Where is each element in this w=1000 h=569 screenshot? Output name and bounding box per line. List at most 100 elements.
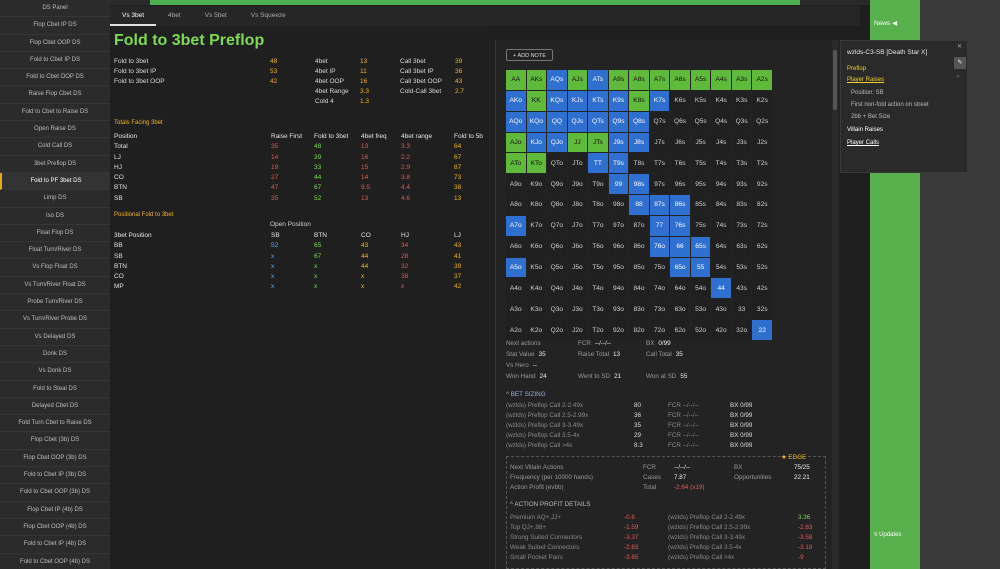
range-cell[interactable]: 88: [629, 195, 649, 215]
range-cell[interactable]: J4s: [711, 132, 731, 153]
range-cell[interactable]: T4s: [711, 153, 731, 174]
range-cell[interactable]: 87s: [649, 195, 670, 215]
range-cell[interactable]: 86s: [670, 195, 690, 215]
range-cell[interactable]: K7s: [649, 90, 670, 111]
range-cell[interactable]: 77: [649, 215, 670, 236]
range-cell[interactable]: 83o: [629, 299, 649, 320]
table-row[interactable]: Total 35 48 13 3.3 64: [114, 142, 494, 152]
range-cell[interactable]: T4o: [588, 278, 608, 299]
range-cell[interactable]: Q2o: [547, 320, 567, 340]
collapse-icon[interactable]: ‹: [957, 74, 959, 80]
sidebar-item[interactable]: Vs Delayed DS: [0, 329, 110, 346]
range-cell[interactable]: T9o: [588, 174, 608, 195]
range-cell[interactable]: A2s: [752, 70, 772, 90]
range-cell[interactable]: 85s: [690, 195, 711, 215]
range-cell[interactable]: A6s: [670, 70, 690, 90]
range-cell[interactable]: AKo: [506, 90, 526, 111]
table-row[interactable]: HJ 19 33 15 2.9 87: [114, 163, 494, 173]
range-cell[interactable]: A5o: [506, 257, 526, 278]
range-cell[interactable]: 52o: [690, 320, 711, 340]
table-row[interactable]: MP x x x x 42: [114, 282, 494, 292]
range-cell[interactable]: 75s: [690, 215, 711, 236]
range-cell[interactable]: 64s: [711, 236, 731, 257]
range-cell[interactable]: K2o: [526, 320, 547, 340]
range-cell[interactable]: J7o: [567, 215, 588, 236]
range-cell[interactable]: K3s: [731, 90, 752, 111]
range-cell[interactable]: J9s: [608, 132, 629, 153]
range-cell[interactable]: A9s: [608, 70, 629, 90]
range-cell[interactable]: AA: [506, 70, 526, 90]
range-cell[interactable]: A5s: [690, 70, 711, 90]
range-cell[interactable]: 99: [608, 174, 629, 195]
sidebar-item[interactable]: Fold to Cbet to Raise DS: [0, 104, 110, 122]
sidebar-item[interactable]: Vs Donk DS: [0, 363, 110, 381]
range-cell[interactable]: Q9s: [608, 111, 629, 132]
range-cell[interactable]: 85o: [629, 257, 649, 278]
sidebar-item[interactable]: Fold to Cbet OOP (3b) DS: [0, 484, 110, 502]
range-cell[interactable]: JJ: [567, 132, 588, 153]
range-cell[interactable]: JTo: [567, 153, 588, 174]
sidebar-item[interactable]: Flop Cbet (3b) DS: [0, 432, 110, 450]
range-cell[interactable]: J5o: [567, 257, 588, 278]
range-cell[interactable]: KTs: [588, 90, 608, 111]
table-row[interactable]: CO 27 44 14 3.8 73: [114, 173, 494, 183]
table-row[interactable]: LJ 14 39 16 2.2 67: [114, 153, 494, 163]
range-cell[interactable]: K7o: [526, 215, 547, 236]
range-cell[interactable]: Q9o: [547, 174, 567, 195]
sidebar-item[interactable]: Float Flop DS: [0, 225, 110, 243]
range-cell[interactable]: QQ: [547, 111, 567, 132]
sidebar-item[interactable]: Delayed Cbet DS: [0, 398, 110, 416]
range-cell[interactable]: J4o: [567, 278, 588, 299]
range-cell[interactable]: A7s: [649, 70, 670, 90]
range-cell[interactable]: 76s: [670, 215, 690, 236]
range-cell[interactable]: A2o: [506, 320, 526, 340]
sidebar-item[interactable]: Vs Turn/River Probe DS: [0, 311, 110, 329]
range-cell[interactable]: KQs: [547, 90, 567, 111]
sidebar-item[interactable]: Fold to Steal DS: [0, 381, 110, 398]
range-cell[interactable]: T9s: [608, 153, 629, 174]
range-cell[interactable]: A9o: [506, 174, 526, 195]
range-cell[interactable]: KK: [526, 90, 547, 111]
range-cell[interactable]: 53o: [690, 299, 711, 320]
range-cell[interactable]: K6s: [670, 90, 690, 111]
range-cell[interactable]: 72o: [649, 320, 670, 340]
range-cell[interactable]: 63s: [731, 236, 752, 257]
range-cell[interactable]: AJs: [567, 70, 588, 90]
range-cell[interactable]: J6o: [567, 236, 588, 257]
range-cell[interactable]: 62o: [670, 320, 690, 340]
range-cell[interactable]: K2s: [752, 90, 772, 111]
range-cell[interactable]: 62s: [752, 236, 772, 257]
range-cell[interactable]: ATo: [506, 153, 526, 174]
range-cell[interactable]: KJo: [526, 132, 547, 153]
sidebar-item[interactable]: Open Raise DS: [0, 121, 110, 139]
sidebar-item[interactable]: Flop Cbet OOP (3b) DS: [0, 450, 110, 468]
sidebar-item[interactable]: Fold to Cbet IP (3b) DS: [0, 467, 110, 485]
range-cell[interactable]: J2s: [752, 132, 772, 153]
range-cell[interactable]: QTs: [588, 111, 608, 132]
table-row[interactable]: BTN x x 44 32 39: [114, 262, 494, 272]
range-cell[interactable]: 97s: [649, 174, 670, 195]
range-cell[interactable]: K4s: [711, 90, 731, 111]
range-cell[interactable]: 98o: [608, 195, 629, 215]
tab-vs-3bet[interactable]: Vs 3bet: [110, 6, 157, 26]
range-cell[interactable]: K4o: [526, 278, 547, 299]
range-cell[interactable]: 54o: [690, 278, 711, 299]
table-row[interactable]: BB 52 65 43 34 43: [114, 241, 494, 251]
range-cell[interactable]: 97o: [608, 215, 629, 236]
sidebar-item[interactable]: Flop Cbet IP (4b) DS: [0, 502, 110, 519]
range-cell[interactable]: QTo: [547, 153, 567, 174]
sidebar-item[interactable]: Fold to Cbet OOP (4b) DS: [0, 554, 110, 569]
range-cell[interactable]: 32o: [731, 320, 752, 340]
range-cell[interactable]: QJs: [567, 111, 588, 132]
range-cell[interactable]: Q3o: [547, 299, 567, 320]
range-cell[interactable]: Q4o: [547, 278, 567, 299]
sidebar-item[interactable]: Iso DS: [0, 208, 110, 225]
sidebar-item[interactable]: Donk DS: [0, 346, 110, 364]
range-cell[interactable]: KQo: [526, 111, 547, 132]
range-cell[interactable]: 32s: [752, 299, 772, 320]
range-cell[interactable]: K6o: [526, 236, 547, 257]
range-cell[interactable]: 63o: [670, 299, 690, 320]
bet-sizing-header[interactable]: ^ BET SIZING: [506, 391, 546, 398]
range-cell[interactable]: TT: [588, 153, 608, 174]
range-cell[interactable]: 64o: [670, 278, 690, 299]
